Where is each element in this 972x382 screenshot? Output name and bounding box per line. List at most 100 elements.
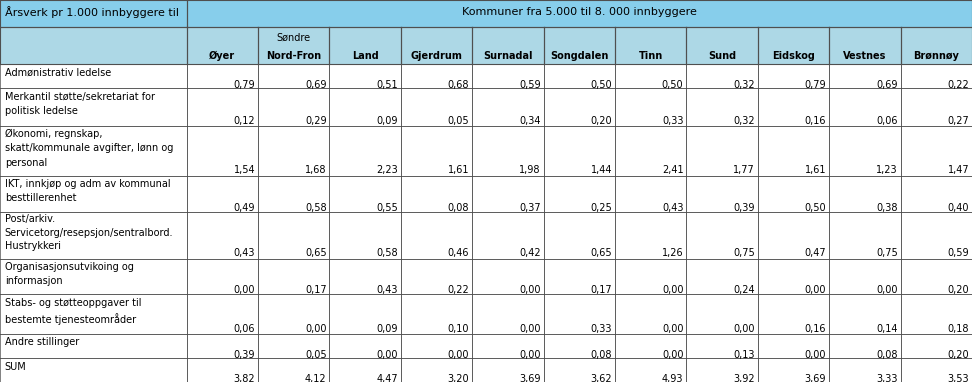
- Bar: [0, 333, 187, 358]
- Text: 1,98: 1,98: [519, 165, 540, 175]
- Text: 3,82: 3,82: [233, 374, 255, 382]
- Text: 0,33: 0,33: [591, 324, 612, 334]
- Bar: [901, 259, 972, 295]
- Text: 0,40: 0,40: [948, 202, 969, 212]
- Bar: [400, 295, 472, 333]
- Text: 0,22: 0,22: [948, 80, 969, 91]
- Text: Tinn: Tinn: [639, 51, 663, 61]
- Text: Stabs- og støtteoppgaver til: Stabs- og støtteoppgaver til: [5, 298, 141, 308]
- Text: Organisasjonsutvikoing og: Organisasjonsutvikoing og: [5, 262, 134, 272]
- Bar: [758, 259, 829, 295]
- Bar: [829, 176, 901, 212]
- Text: Kommuner fra 5.000 til 8. 000 innbyggere: Kommuner fra 5.000 til 8. 000 innbyggere: [462, 7, 697, 17]
- Text: 0,51: 0,51: [376, 80, 398, 91]
- Text: 0,24: 0,24: [733, 285, 755, 295]
- Bar: [829, 358, 901, 382]
- Text: 1,47: 1,47: [948, 165, 969, 175]
- Bar: [758, 333, 829, 358]
- Text: 0,14: 0,14: [876, 324, 898, 334]
- Text: 1,61: 1,61: [448, 165, 469, 175]
- Bar: [0, 126, 187, 176]
- Bar: [901, 358, 972, 382]
- Bar: [330, 64, 400, 88]
- Bar: [400, 358, 472, 382]
- Text: 0,00: 0,00: [734, 324, 755, 334]
- Text: 0,05: 0,05: [448, 116, 469, 126]
- Text: 4,47: 4,47: [376, 374, 398, 382]
- Bar: [0, 295, 187, 333]
- Bar: [686, 259, 758, 295]
- Text: 0,59: 0,59: [519, 80, 540, 91]
- Bar: [686, 64, 758, 88]
- Bar: [472, 88, 543, 126]
- Text: 0,09: 0,09: [376, 324, 398, 334]
- Bar: [615, 64, 686, 88]
- Text: 0,00: 0,00: [519, 350, 540, 360]
- Text: 0,00: 0,00: [662, 285, 683, 295]
- Text: 0,13: 0,13: [734, 350, 755, 360]
- Bar: [187, 212, 258, 259]
- Text: 0,75: 0,75: [876, 248, 898, 258]
- Text: 0,16: 0,16: [805, 116, 826, 126]
- Text: 0,38: 0,38: [876, 202, 898, 212]
- Bar: [901, 295, 972, 333]
- Bar: [829, 88, 901, 126]
- Text: 0,65: 0,65: [305, 248, 327, 258]
- Text: 1,61: 1,61: [805, 165, 826, 175]
- Bar: [330, 259, 400, 295]
- Text: 0,43: 0,43: [662, 202, 683, 212]
- Text: 2,23: 2,23: [376, 165, 398, 175]
- Bar: [901, 126, 972, 176]
- Text: 3,92: 3,92: [733, 374, 755, 382]
- Text: 1,44: 1,44: [591, 165, 612, 175]
- Bar: [901, 333, 972, 358]
- Bar: [543, 64, 615, 88]
- Text: Hustrykkeri: Hustrykkeri: [5, 241, 61, 251]
- Bar: [901, 88, 972, 126]
- Bar: [901, 176, 972, 212]
- Bar: [472, 259, 543, 295]
- Text: 0,37: 0,37: [519, 202, 540, 212]
- Text: 0,09: 0,09: [376, 116, 398, 126]
- Text: 0,27: 0,27: [948, 116, 969, 126]
- Bar: [400, 212, 472, 259]
- Text: 0,68: 0,68: [448, 80, 469, 91]
- Text: 0,00: 0,00: [805, 285, 826, 295]
- Bar: [400, 259, 472, 295]
- Bar: [543, 358, 615, 382]
- Bar: [0, 64, 187, 88]
- Bar: [686, 88, 758, 126]
- Bar: [615, 333, 686, 358]
- Text: Årsverk pr 1.000 innbyggere til: Årsverk pr 1.000 innbyggere til: [5, 6, 179, 18]
- Bar: [472, 64, 543, 88]
- Bar: [330, 126, 400, 176]
- Text: 0,00: 0,00: [662, 350, 683, 360]
- Bar: [258, 212, 330, 259]
- Text: 1,23: 1,23: [876, 165, 898, 175]
- Bar: [0, 0, 187, 27]
- Text: besttillerenhet: besttillerenhet: [5, 193, 77, 203]
- Bar: [0, 27, 187, 64]
- Bar: [686, 358, 758, 382]
- Text: 0,50: 0,50: [662, 80, 683, 91]
- Text: 0,25: 0,25: [590, 202, 612, 212]
- Text: 1,26: 1,26: [662, 248, 683, 258]
- Bar: [615, 259, 686, 295]
- Text: 4,93: 4,93: [662, 374, 683, 382]
- Text: Merkantil støtte/sekretariat for: Merkantil støtte/sekretariat for: [5, 92, 155, 102]
- Text: 0,00: 0,00: [376, 350, 398, 360]
- Text: 1,77: 1,77: [733, 165, 755, 175]
- Bar: [187, 64, 258, 88]
- Text: 2,41: 2,41: [662, 165, 683, 175]
- Bar: [258, 333, 330, 358]
- Text: 0,06: 0,06: [876, 116, 898, 126]
- Bar: [758, 176, 829, 212]
- Text: Servicetorg/resepsjon/sentralbord.: Servicetorg/resepsjon/sentralbord.: [5, 228, 173, 238]
- Bar: [829, 333, 901, 358]
- Text: 0,17: 0,17: [590, 285, 612, 295]
- Bar: [615, 358, 686, 382]
- Bar: [400, 126, 472, 176]
- Text: Land: Land: [352, 51, 378, 61]
- Bar: [758, 88, 829, 126]
- Text: 0,58: 0,58: [305, 202, 327, 212]
